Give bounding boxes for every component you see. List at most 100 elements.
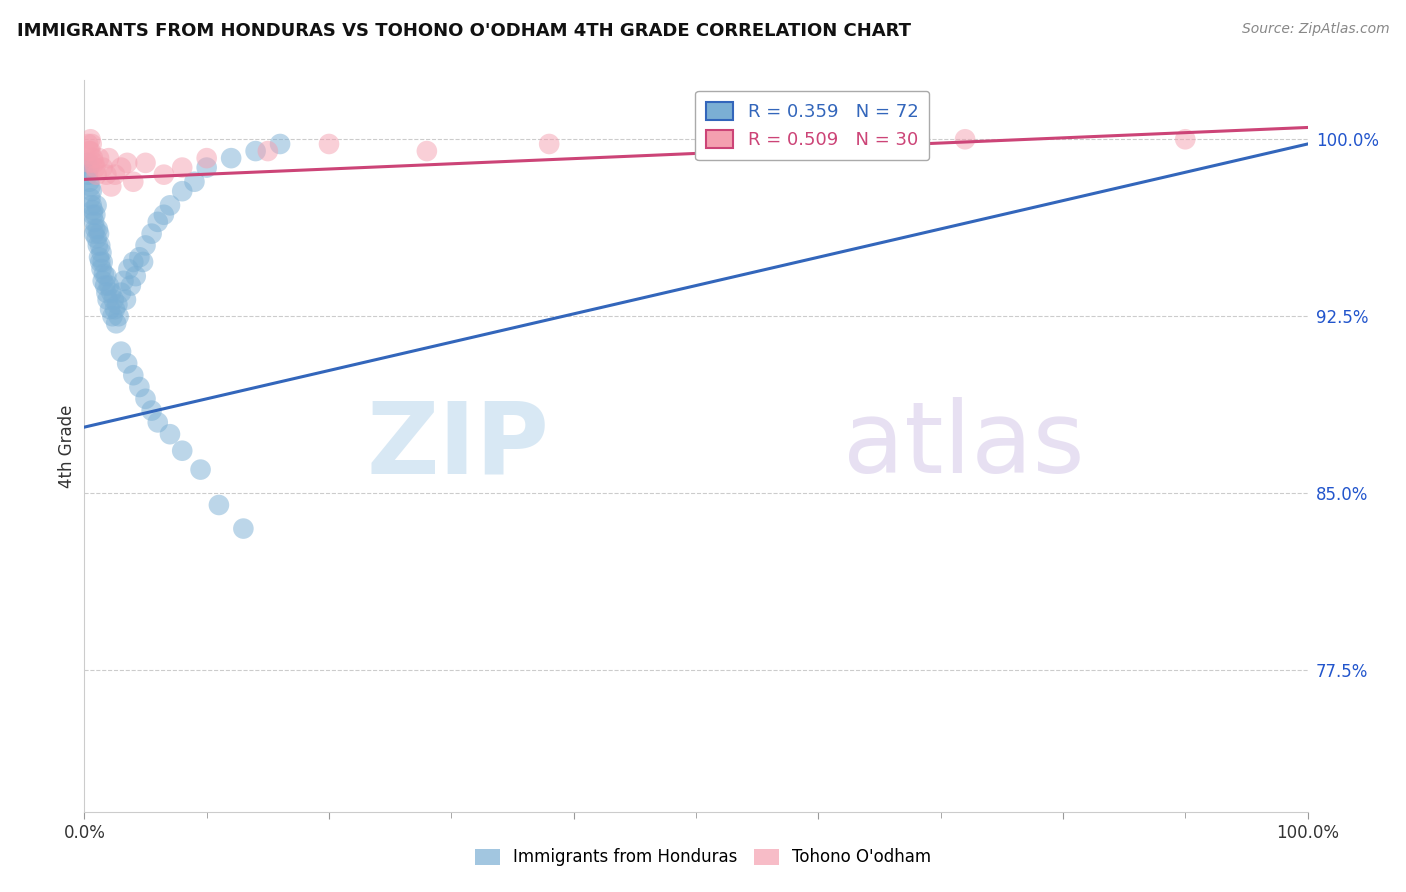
Point [96, 269, 118, 284]
Point [91, 255, 114, 269]
Point [101, 310, 124, 324]
Legend: R = 0.359   N = 72, R = 0.509   N = 30: R = 0.359 N = 72, R = 0.509 N = 30 [695, 91, 929, 161]
Point [80, 136, 103, 151]
Point [709, 136, 731, 151]
Point [83, 156, 105, 170]
Point [89, 255, 111, 269]
Text: ZIP: ZIP [367, 398, 550, 494]
Point [172, 161, 194, 175]
Point [135, 156, 157, 170]
Point [91, 274, 114, 288]
Point [90, 245, 112, 260]
Point [87, 238, 110, 252]
Point [104, 302, 127, 317]
Point [208, 498, 231, 512]
Point [120, 278, 142, 293]
Point [128, 380, 150, 394]
Point [318, 136, 340, 151]
Point [82, 202, 104, 217]
Point [87, 227, 110, 241]
Point [172, 184, 194, 198]
Point [83, 215, 105, 229]
Point [82, 151, 104, 165]
Point [97, 293, 120, 307]
Point [77, 144, 100, 158]
Point [77, 161, 100, 175]
Point [105, 297, 128, 311]
Point [82, 208, 104, 222]
Point [107, 310, 129, 324]
Point [538, 136, 561, 151]
Point [97, 278, 120, 293]
Text: atlas: atlas [842, 398, 1084, 494]
Point [153, 168, 176, 182]
Point [77, 175, 100, 189]
Point [219, 151, 242, 165]
Point [117, 262, 139, 277]
Point [232, 522, 254, 536]
Point [183, 175, 205, 189]
Point [953, 132, 976, 146]
Point [128, 250, 150, 264]
Point [100, 285, 122, 300]
Point [257, 144, 280, 158]
Point [87, 222, 110, 236]
Point [141, 403, 163, 417]
Legend: Immigrants from Honduras, Tohono O'odham: Immigrants from Honduras, Tohono O'odham [468, 842, 938, 873]
Point [115, 156, 138, 170]
Point [96, 285, 118, 300]
Point [103, 293, 125, 307]
Point [90, 262, 112, 277]
Y-axis label: 4th Grade: 4th Grade [58, 404, 76, 488]
Point [94, 278, 117, 293]
Point [86, 168, 108, 182]
Point [135, 392, 157, 406]
Point [110, 285, 132, 300]
Point [146, 215, 169, 229]
Point [93, 267, 115, 281]
Point [125, 269, 148, 284]
Point [100, 179, 122, 194]
Point [86, 198, 108, 212]
Point [269, 136, 291, 151]
Point [110, 344, 132, 359]
Point [89, 238, 111, 252]
Point [80, 198, 103, 212]
Point [84, 161, 107, 175]
Point [195, 161, 218, 175]
Point [132, 255, 155, 269]
Point [96, 168, 118, 182]
Point [245, 144, 267, 158]
Point [87, 250, 110, 264]
Point [159, 427, 181, 442]
Point [122, 255, 145, 269]
Point [91, 161, 114, 175]
Point [190, 462, 212, 476]
Point [135, 238, 157, 252]
Point [112, 274, 135, 288]
Point [141, 227, 163, 241]
Point [159, 198, 181, 212]
Point [104, 168, 127, 182]
Point [122, 368, 145, 383]
Point [79, 144, 101, 158]
Point [80, 184, 103, 198]
Point [77, 136, 100, 151]
Point [77, 168, 100, 182]
Point [172, 443, 194, 458]
Point [122, 175, 145, 189]
Point [84, 208, 107, 222]
Point [1174, 132, 1197, 146]
Point [79, 132, 101, 146]
Point [79, 191, 101, 205]
Point [76, 156, 98, 170]
Point [195, 151, 218, 165]
Point [97, 151, 120, 165]
Point [115, 293, 138, 307]
Point [86, 231, 108, 245]
Point [146, 416, 169, 430]
Text: Source: ZipAtlas.com: Source: ZipAtlas.com [1241, 22, 1389, 37]
Point [416, 144, 439, 158]
Point [77, 156, 100, 170]
Point [84, 222, 107, 236]
